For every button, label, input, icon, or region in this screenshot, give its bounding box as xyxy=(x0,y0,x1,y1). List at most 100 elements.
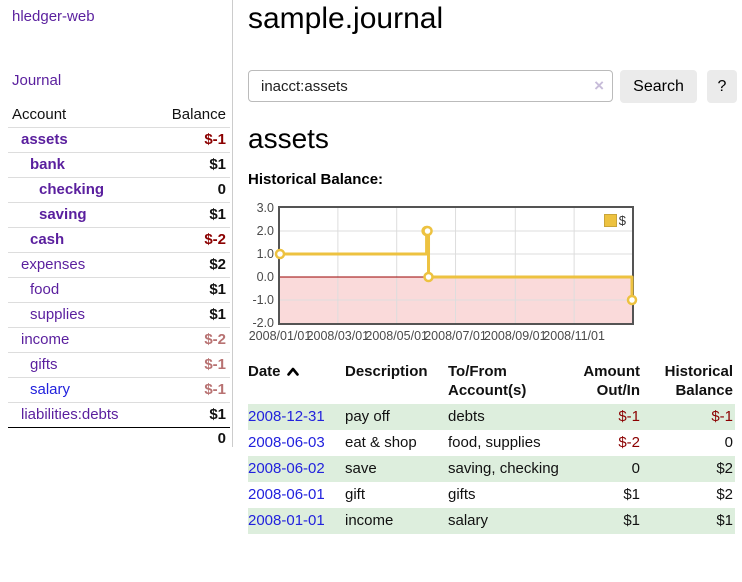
account-balance: $1 xyxy=(151,202,230,228)
transaction-date-cell: 2008-06-03 xyxy=(248,430,345,456)
account-row: gifts $-1 xyxy=(8,352,230,378)
total-label-cell xyxy=(8,427,152,450)
account-name-cell: food xyxy=(8,277,152,303)
transaction-accounts: food, supplies xyxy=(448,434,541,451)
search-input[interactable] xyxy=(248,70,613,102)
account-balance: $1 xyxy=(151,277,230,303)
transaction-balance: $1 xyxy=(642,508,735,534)
transaction-amount: $1 xyxy=(570,508,642,534)
chart-plot-area: $ xyxy=(274,206,638,325)
sort-ascending-icon xyxy=(286,362,299,381)
app-brand-link[interactable]: hledger-web xyxy=(12,8,95,25)
main-content: sample.journal × Search ? assets Histori… xyxy=(233,0,742,582)
transaction-date-link[interactable]: 2008-06-02 xyxy=(248,460,325,477)
x-axis-tick-label: 2008/01/01 xyxy=(248,329,312,343)
account-link[interactable]: assets xyxy=(21,131,68,148)
chart-legend: $ xyxy=(603,213,626,228)
transaction-date-cell: 2008-06-01 xyxy=(248,482,345,508)
account-balance: 0 xyxy=(151,177,230,203)
transaction-balance: $-1 xyxy=(642,404,735,430)
accounts-column-header: To/From Account(s) xyxy=(448,363,527,399)
transaction-accounts: salary xyxy=(448,508,570,534)
account-name-cell: liabilities:debts xyxy=(8,403,152,428)
account-name-cell: saving xyxy=(8,202,152,228)
transaction-accounts: gifts xyxy=(448,486,476,503)
register-row: 2008-12-31 pay off debts $-1 $-1 xyxy=(248,404,735,430)
account-link[interactable]: liabilities:debts xyxy=(21,406,119,423)
transaction-amount: $1 xyxy=(623,486,640,503)
account-name-cell: expenses xyxy=(8,252,152,278)
account-balance: $-1 xyxy=(151,127,230,153)
account-link[interactable]: gifts xyxy=(30,356,58,373)
total-balance: 0 xyxy=(151,427,230,450)
account-balance: $-2 xyxy=(151,227,230,253)
register-row: 2008-06-02 save saving, checking 0 $2 xyxy=(248,456,735,482)
transaction-amount: $-2 xyxy=(618,434,640,451)
transaction-balance: $2 xyxy=(642,456,735,482)
account-name-cell: salary xyxy=(8,377,152,403)
x-axis-tick-label: 2008/05/01 xyxy=(365,329,428,343)
account-page-title: assets xyxy=(248,123,329,154)
account-link[interactable]: cash xyxy=(30,231,65,248)
transaction-description: gift xyxy=(345,486,366,503)
account-name-cell: bank xyxy=(8,152,152,178)
sidebar: hledger-web Journal Account Balance asse… xyxy=(0,0,233,450)
historical-balance-chart: $ 3.0 2.0 1.0 0.0 -1.0 -2.0 2008/01/01 2008/03/… xyxy=(248,199,728,349)
account-link[interactable]: food xyxy=(30,281,60,298)
register-row: 2008-01-01 income salary $1 $1 xyxy=(248,508,735,534)
account-row: income $-2 xyxy=(8,327,230,353)
transaction-description: income xyxy=(345,508,448,534)
account-link[interactable]: expenses xyxy=(21,256,86,273)
accounts-header-row: Account Balance xyxy=(8,103,230,128)
transaction-date-cell: 2008-12-31 xyxy=(248,404,345,430)
register-row: 2008-06-01 gift gifts $1 $2 xyxy=(248,482,735,508)
account-name-cell: gifts xyxy=(8,352,152,378)
help-button[interactable]: ? xyxy=(707,70,737,103)
transaction-date-link[interactable]: 2008-06-01 xyxy=(248,486,325,503)
x-axis-tick-label: 2008/09/01 xyxy=(484,329,547,343)
account-row: bank $1 xyxy=(8,152,230,178)
y-axis-tick-label: 1.0 xyxy=(256,247,274,261)
transaction-accounts: debts xyxy=(448,404,570,430)
account-name-cell: income xyxy=(8,327,152,353)
balance-column-header-register: Historical Balance xyxy=(664,363,733,399)
y-axis-tick-label: -1.0 xyxy=(252,293,274,307)
account-balance: $-1 xyxy=(151,377,230,403)
transaction-date-link[interactable]: 2008-01-01 xyxy=(248,512,325,529)
transaction-date-cell: 2008-06-02 xyxy=(248,456,345,482)
account-row: assets $-1 xyxy=(8,127,230,153)
account-row: supplies $1 xyxy=(8,302,230,328)
transaction-amount: 0 xyxy=(570,456,642,482)
transaction-balance: $2 xyxy=(716,486,733,503)
legend-swatch-icon xyxy=(603,214,617,227)
page-title: sample.journal xyxy=(248,2,444,35)
account-name-cell: supplies xyxy=(8,302,152,328)
account-name-cell: assets xyxy=(8,127,152,153)
account-link[interactable]: saving xyxy=(39,206,87,223)
sidebar-item-journal[interactable]: Journal xyxy=(12,72,62,89)
search-bar: × Search ? xyxy=(248,70,738,104)
account-column-header: Account xyxy=(8,103,152,128)
x-axis-tick-label: 2008/03/01 xyxy=(306,329,370,343)
account-name-cell: checking xyxy=(8,177,152,203)
account-link[interactable]: salary xyxy=(30,381,71,398)
chart-canvas xyxy=(274,208,638,323)
register-row: 2008-06-03 eat & shop food, supplies $-2 0 xyxy=(248,430,735,456)
transaction-date-link[interactable]: 2008-06-03 xyxy=(248,434,325,451)
transaction-description: eat & shop xyxy=(345,434,417,451)
search-button[interactable]: Search xyxy=(620,70,697,103)
account-link[interactable]: bank xyxy=(30,156,66,173)
account-link[interactable]: supplies xyxy=(30,306,86,323)
account-link[interactable]: income xyxy=(21,331,70,348)
clear-search-icon[interactable]: × xyxy=(594,76,604,95)
account-link[interactable]: checking xyxy=(39,181,105,198)
date-column-header[interactable]: Date xyxy=(248,362,345,404)
account-row: checking 0 xyxy=(8,177,230,203)
account-row: saving $1 xyxy=(8,202,230,228)
transaction-date-cell: 2008-01-01 xyxy=(248,508,345,534)
account-row: food $1 xyxy=(8,277,230,303)
account-balance: $2 xyxy=(151,252,230,278)
account-balance: $1 xyxy=(151,302,230,328)
transaction-date-link[interactable]: 2008-12-31 xyxy=(248,408,325,425)
